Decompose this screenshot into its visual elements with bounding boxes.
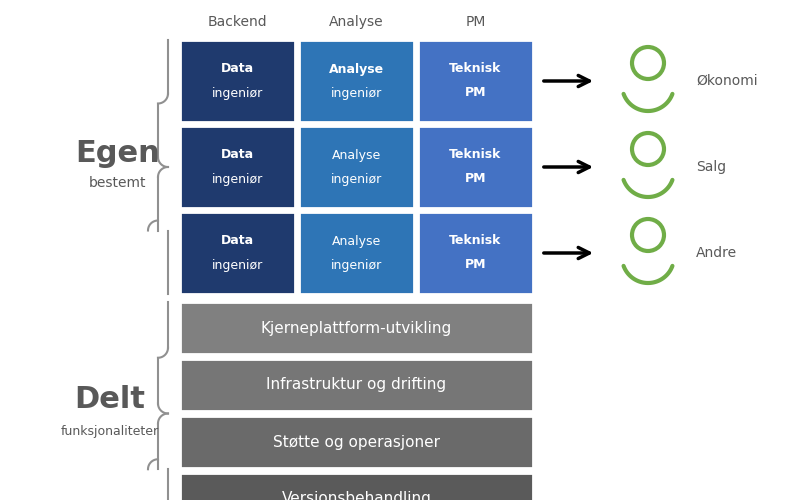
Text: Salg: Salg xyxy=(696,160,726,174)
Text: PM: PM xyxy=(465,86,486,100)
Text: Data: Data xyxy=(221,234,254,248)
Bar xyxy=(418,126,533,208)
Bar xyxy=(180,302,533,354)
Text: PM: PM xyxy=(465,172,486,186)
Bar xyxy=(180,359,533,411)
Text: Kjerneplattform-utvikling: Kjerneplattform-utvikling xyxy=(261,320,452,336)
Bar xyxy=(418,212,533,294)
Text: ingeniør: ingeniør xyxy=(331,258,382,272)
Bar xyxy=(299,126,414,208)
Bar xyxy=(418,40,533,122)
Text: Versjonsbehandling: Versjonsbehandling xyxy=(282,492,431,500)
Text: Infrastruktur og drifting: Infrastruktur og drifting xyxy=(266,378,446,392)
Text: ingeniør: ingeniør xyxy=(212,172,263,186)
Text: PM: PM xyxy=(465,258,486,272)
Text: funksjonaliteter: funksjonaliteter xyxy=(61,425,159,438)
Bar xyxy=(180,126,295,208)
Text: Analyse: Analyse xyxy=(332,234,381,248)
Text: Analyse: Analyse xyxy=(329,15,384,29)
Bar xyxy=(180,40,295,122)
Text: Backend: Backend xyxy=(208,15,267,29)
Text: ingeniør: ingeniør xyxy=(331,172,382,186)
Bar xyxy=(299,212,414,294)
Text: Teknisk: Teknisk xyxy=(450,148,502,162)
Text: Analyse: Analyse xyxy=(332,148,381,162)
Text: ingeniør: ingeniør xyxy=(331,86,382,100)
Text: Støtte og operasjoner: Støtte og operasjoner xyxy=(273,434,440,450)
Text: Data: Data xyxy=(221,62,254,76)
Text: Teknisk: Teknisk xyxy=(450,234,502,248)
Text: ingeniør: ingeniør xyxy=(212,86,263,100)
Text: ingeniør: ingeniør xyxy=(212,258,263,272)
Text: Analyse: Analyse xyxy=(329,62,384,76)
Bar xyxy=(180,473,533,500)
Text: Data: Data xyxy=(221,148,254,162)
Text: Delt: Delt xyxy=(74,385,146,414)
Text: Teknisk: Teknisk xyxy=(450,62,502,76)
Text: Økonomi: Økonomi xyxy=(696,74,758,88)
Text: bestemt: bestemt xyxy=(90,176,146,190)
Bar xyxy=(180,416,533,468)
Bar xyxy=(299,40,414,122)
Text: PM: PM xyxy=(466,15,486,29)
Bar xyxy=(180,212,295,294)
Text: Egen: Egen xyxy=(76,138,160,168)
Text: Andre: Andre xyxy=(696,246,737,260)
